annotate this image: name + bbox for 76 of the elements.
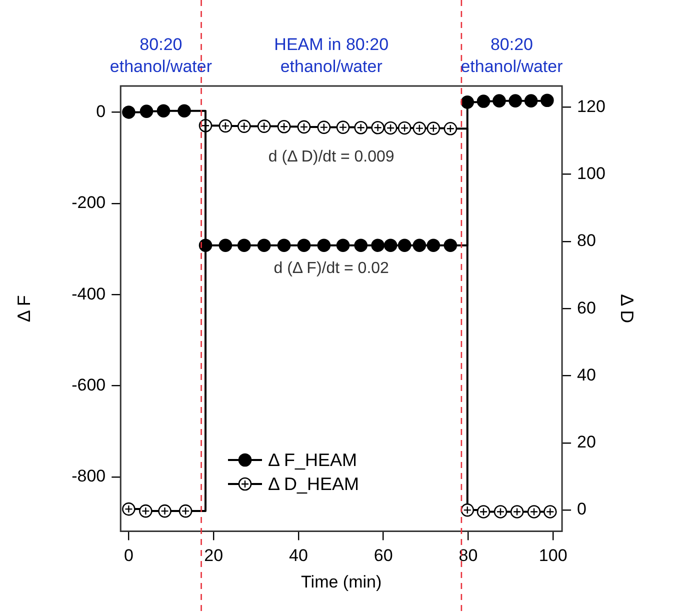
- point: [178, 104, 191, 118]
- legend-label: Δ D_HEAM: [268, 473, 360, 496]
- point: [371, 238, 384, 252]
- point: [384, 238, 398, 252]
- point: [354, 120, 368, 134]
- point: [412, 122, 426, 135]
- point: [122, 502, 136, 516]
- point: [508, 94, 522, 108]
- y2-tick-label: 60: [577, 298, 596, 318]
- x-tick-label: 20: [204, 546, 224, 566]
- y-tick-label: 0: [96, 102, 106, 121]
- point: [336, 120, 350, 134]
- point: [237, 238, 251, 252]
- point: [354, 238, 368, 252]
- point: [277, 238, 291, 252]
- point: [476, 505, 490, 518]
- point: [412, 238, 426, 252]
- point: [544, 505, 557, 518]
- point: [444, 238, 458, 252]
- annotation: d (Δ D)/dt = 0.009: [268, 148, 394, 166]
- y-tick-label: -800: [72, 466, 106, 486]
- point: [527, 505, 541, 518]
- x-tick-label: 40: [289, 546, 308, 566]
- point: [336, 238, 350, 252]
- point: [510, 505, 524, 518]
- point: [297, 238, 311, 252]
- point: [297, 120, 311, 134]
- point: [426, 122, 440, 135]
- legend-label: Δ F_HEAM: [268, 449, 358, 472]
- point: [198, 238, 212, 252]
- y-tick-label: -600: [72, 375, 106, 394]
- y2-tick-label: 100: [577, 164, 606, 183]
- x-tick-label: 60: [374, 546, 393, 566]
- point: [371, 120, 384, 134]
- y2-tick-label: 40: [577, 365, 596, 384]
- point: [492, 94, 506, 108]
- point: [426, 238, 440, 252]
- point: [257, 238, 271, 252]
- x-axis-title: Time (min): [301, 572, 382, 592]
- y2-tick-label: 20: [577, 432, 596, 452]
- point: [494, 505, 508, 518]
- point: [524, 94, 538, 108]
- point: [384, 121, 398, 135]
- point: [178, 504, 192, 518]
- point: [257, 120, 271, 133]
- point: [460, 503, 474, 517]
- point: [218, 238, 232, 252]
- y-tick-label: -200: [72, 193, 106, 212]
- point: [317, 120, 331, 134]
- point: [398, 238, 412, 252]
- point: [444, 122, 458, 136]
- text: HEAM in 80:20 ethanol/water: [274, 35, 389, 76]
- annotation: d (Δ F)/dt = 0.02: [274, 260, 390, 277]
- point: [218, 119, 232, 133]
- point: [122, 106, 136, 119]
- y-axis-title: Δ F: [14, 295, 34, 322]
- point: [460, 96, 474, 109]
- point: [156, 104, 170, 118]
- point: [139, 504, 152, 518]
- point: [237, 120, 251, 133]
- point: [277, 120, 291, 134]
- x-tick-label: 0: [124, 546, 134, 566]
- point: [140, 104, 154, 118]
- y2-tick-label: 120: [577, 96, 606, 116]
- point: [398, 121, 412, 135]
- point: [317, 238, 331, 252]
- point: [540, 94, 554, 108]
- y2-axis-title: Δ D: [617, 294, 638, 324]
- text: 80:20 ethanol/water: [110, 35, 212, 76]
- y2-tick-label: 80: [577, 231, 596, 250]
- text: 80:20 ethanol/water: [460, 35, 564, 76]
- point: [476, 94, 490, 108]
- y2-tick-label: 0: [577, 500, 587, 519]
- y-tick-label: -400: [72, 284, 106, 304]
- x-tick-label: 100: [538, 546, 568, 566]
- point: [158, 504, 172, 518]
